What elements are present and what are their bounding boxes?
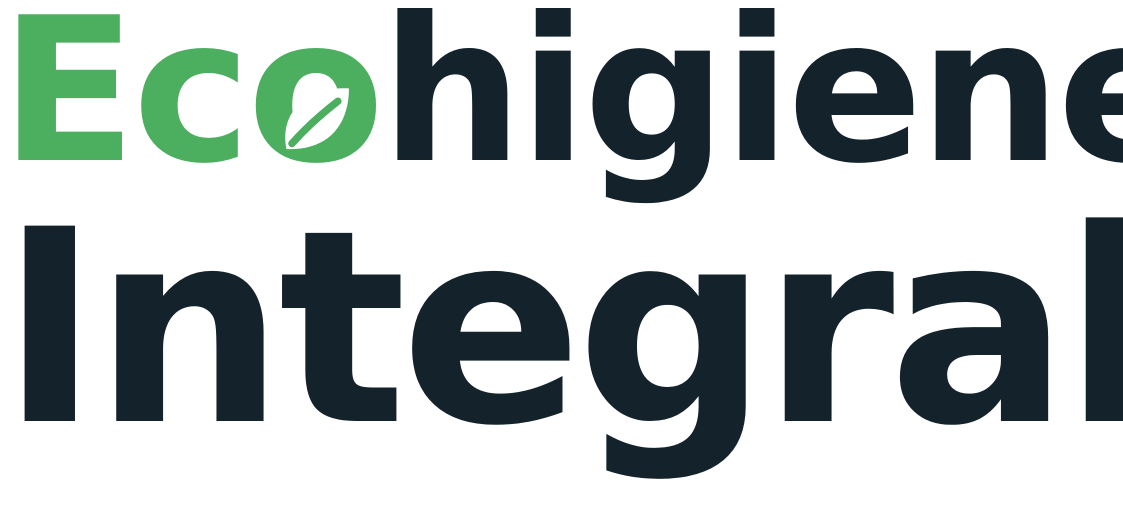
leaf-icon	[285, 88, 349, 150]
logo-letter-o: o	[247, 0, 384, 192]
logo-line-2: Integral	[0, 173, 1123, 485]
logo-word-eco-prefix: Ec	[0, 0, 251, 208]
logo-line-1: Eco higiene	[0, 0, 1123, 192]
logo-word-higiene: higiene	[380, 0, 1123, 208]
